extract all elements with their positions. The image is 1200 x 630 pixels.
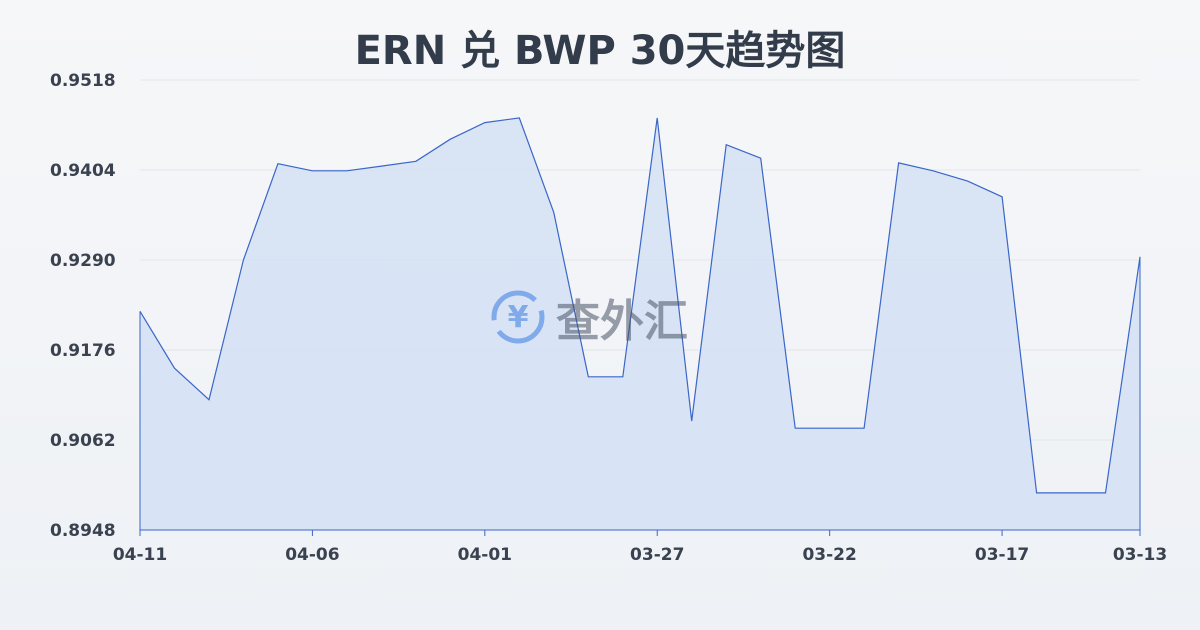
y-tick-label: 0.9290 (50, 251, 116, 271)
x-tick-label: 04-06 (285, 545, 339, 565)
watermark-text: 查外汇 (556, 296, 688, 347)
area-fill (140, 117, 1140, 531)
y-tick-label: 0.8948 (50, 521, 116, 541)
watermark: ¥ 查外汇 (488, 285, 688, 349)
svg-text:¥: ¥ (508, 300, 529, 335)
y-tick-label: 0.9176 (50, 341, 116, 361)
x-tick-label: 03-27 (630, 545, 684, 565)
yen-exchange-icon: ¥ (491, 290, 545, 344)
x-tick-label: 03-22 (802, 545, 856, 565)
series-line (139, 117, 1141, 494)
x-tick-label: 03-13 (1113, 545, 1167, 565)
x-tick-label: 03-17 (975, 545, 1029, 565)
x-tick-label: 04-01 (458, 545, 512, 565)
y-tick-label: 0.9518 (50, 71, 116, 91)
chart-title: ERN 兑 BWP 30天趋势图 (354, 28, 846, 74)
y-tick-label: 0.9404 (50, 161, 116, 181)
y-tick-label: 0.9062 (50, 431, 116, 451)
x-tick-label: 04-11 (113, 545, 167, 565)
